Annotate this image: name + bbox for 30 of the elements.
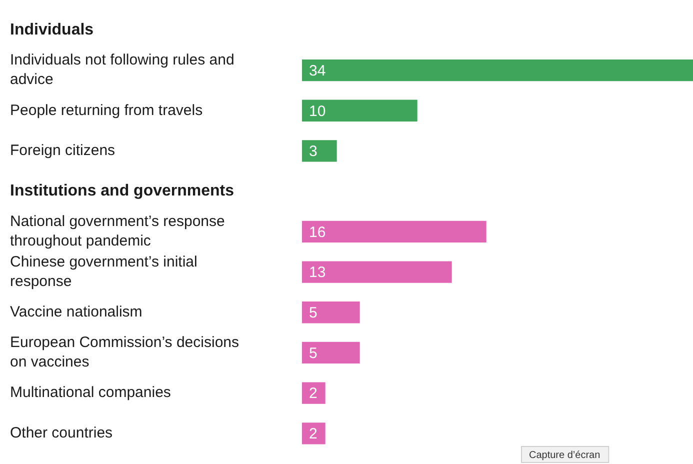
bar	[302, 302, 360, 324]
bar	[302, 422, 326, 444]
data-label: 13	[309, 264, 326, 282]
y-tick-label: Institutions and governments	[10, 182, 234, 200]
data-label: 2	[309, 426, 318, 443]
bar	[302, 100, 418, 122]
y-tick-label: Individuals not following rules and advice	[10, 52, 234, 88]
y-tick-label: National government’s response throughout pandemic	[10, 213, 225, 250]
data-label: 16	[309, 224, 326, 241]
data-label: 10	[309, 102, 326, 120]
y-tick-label: Individuals	[10, 21, 94, 38]
y-tick-label: European Commission’s decisions on vaccines	[10, 334, 239, 371]
data-label: 2	[309, 385, 318, 402]
y-tick-label: Vaccine nationalism	[10, 304, 142, 321]
data-label: 5	[309, 304, 318, 322]
y-tick-label: Multinational companies	[10, 384, 171, 402]
data-label: 5	[309, 344, 318, 362]
bar	[302, 140, 337, 162]
bar	[302, 220, 486, 243]
bar	[302, 342, 360, 364]
y-tick-label: Chinese government’s initial response	[10, 253, 198, 290]
annotation: Capture d’écran	[529, 450, 600, 461]
bar	[302, 382, 326, 404]
y-tick-label: Foreign citizens	[10, 142, 116, 160]
bar	[302, 59, 693, 82]
y-tick-label: Other countries	[10, 424, 113, 442]
bar	[302, 261, 452, 283]
data-label: 34	[309, 62, 326, 80]
y-tick-label: People returning from travels	[10, 102, 203, 119]
data-label: 3	[309, 143, 318, 160]
